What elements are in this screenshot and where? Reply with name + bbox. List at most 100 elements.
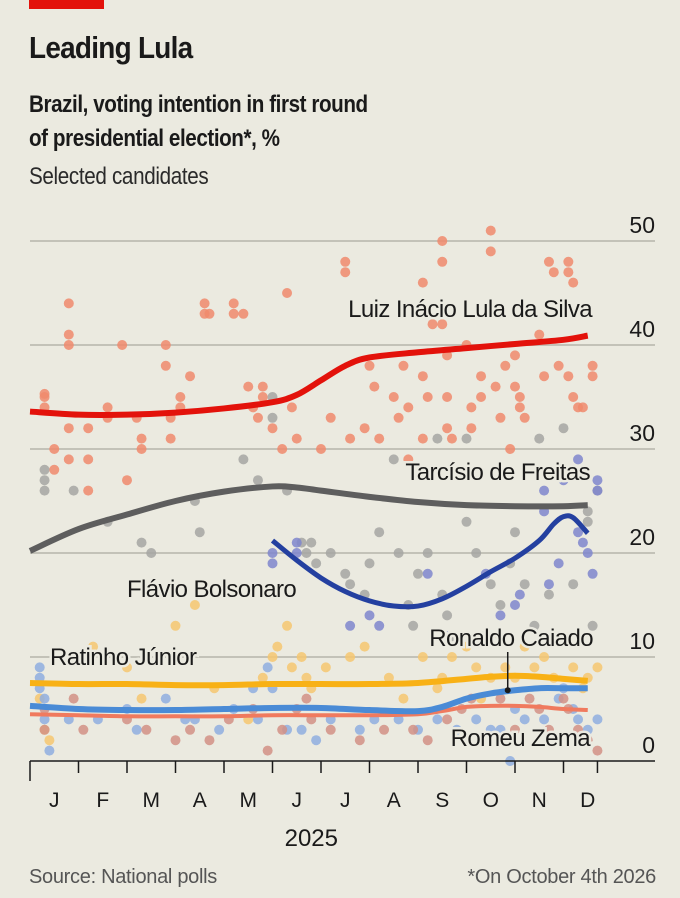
poll-dot-0-7 [63, 340, 74, 350]
poll-dot-0-53 [393, 412, 404, 423]
poll-dot-2-24 [587, 568, 598, 579]
poll-dot-1-27 [408, 620, 419, 631]
x-tick-label-2: M [143, 789, 161, 812]
poll-dot-0-67 [442, 423, 453, 434]
poll-dot-0-29 [204, 308, 215, 319]
poll-dot-1-15 [301, 548, 312, 558]
poll-dot-1-16 [306, 537, 317, 548]
y-tick-label-40: 40 [629, 316, 655, 342]
poll-dot-0-26 [185, 371, 196, 382]
series-labels: Luiz Inácio Lula da Silva Tarcísio de Fre… [48, 294, 597, 755]
poll-dot-0-21 [160, 360, 171, 371]
poll-dot-0-60 [422, 392, 433, 402]
poll-dot-3-12 [272, 641, 283, 652]
poll-dot-4-40 [582, 724, 593, 735]
poll-dot-0-87 [543, 256, 554, 267]
poll-dot-2-20 [573, 454, 584, 465]
poll-dot-1-50 [582, 516, 593, 527]
poll-dot-5-30 [558, 693, 569, 704]
poll-dot-1-18 [325, 548, 336, 558]
poll-dots [34, 225, 603, 766]
poll-dot-1-24 [388, 454, 399, 465]
poll-dot-5-29 [543, 724, 554, 735]
poll-dot-3-21 [383, 672, 394, 683]
poll-dot-4-29 [471, 714, 482, 725]
poll-dot-1-32 [442, 610, 453, 621]
chart-subtitle-note: Selected candidates [29, 163, 209, 190]
poll-dot-1-52 [587, 620, 598, 631]
poll-dot-4-4 [39, 714, 50, 725]
poll-dot-1-20 [345, 579, 356, 590]
poll-dot-4-27 [432, 714, 443, 725]
poll-dot-1-41 [510, 527, 520, 538]
poll-dot-4-23 [354, 724, 365, 735]
x-tick-label-1: F [96, 789, 109, 812]
poll-dot-1-19 [340, 568, 351, 579]
poll-dot-3-7 [189, 600, 200, 610]
poll-dot-0-89 [553, 360, 564, 371]
poll-dot-2-25 [592, 485, 603, 496]
poll-dot-1-17 [311, 558, 322, 569]
x-tick-label-3: A [193, 789, 207, 812]
poll-dot-5-21 [442, 714, 453, 725]
poll-dot-0-51 [374, 433, 385, 444]
poll-dot-4-41 [592, 714, 603, 725]
poll-dot-0-56 [403, 454, 414, 465]
poll-dot-2-11 [510, 600, 520, 610]
poll-dot-0-80 [510, 350, 520, 361]
poll-dot-3-31 [495, 631, 506, 642]
poll-dot-4-0 [34, 662, 45, 673]
x-tick-label-10: N [532, 789, 547, 812]
poll-dot-0-19 [136, 433, 147, 444]
poll-dot-0-88 [548, 267, 559, 278]
poll-dot-3-38 [558, 631, 569, 642]
x-year-label: 2025 [285, 825, 338, 852]
poll-dot-0-13 [102, 402, 113, 413]
x-tick-label-7: A [387, 789, 401, 812]
x-tick-label-6: J [340, 789, 351, 812]
subtitle-line-2: of presidential election*, % [29, 125, 280, 152]
poll-dot-5-33 [582, 735, 593, 746]
poll-dot-3-10 [257, 672, 268, 683]
poll-dot-0-59 [417, 433, 428, 444]
poll-dot-2-5 [364, 610, 375, 621]
poll-dot-0-85 [534, 329, 545, 340]
caiado-leader-dot [504, 687, 511, 694]
poll-dot-3-24 [432, 683, 443, 694]
poll-dot-5-18 [379, 724, 390, 735]
poll-dot-0-42 [291, 433, 302, 444]
trend-line-fl-vio-bolsonaro [270, 513, 590, 610]
poll-dot-5-11 [262, 745, 273, 756]
poll-dot-1-38 [485, 579, 496, 590]
poll-dot-0-90 [563, 256, 574, 267]
poll-dot-0-84 [519, 412, 530, 423]
poll-dot-3-35 [529, 662, 540, 673]
x-tick-label-11: D [580, 789, 595, 812]
poll-dot-1-42 [519, 579, 530, 590]
poll-dot-0-97 [587, 360, 598, 371]
poll-dot-0-46 [340, 267, 351, 278]
poll-dot-2-19 [568, 464, 579, 475]
poll-dot-0-8 [63, 454, 74, 465]
poll-dot-5-16 [325, 724, 336, 735]
source-note: Source: National polls [29, 866, 217, 888]
poll-dot-0-9 [63, 423, 74, 434]
poll-dot-3-34 [519, 641, 530, 652]
poll-dot-0-28 [199, 298, 210, 309]
x-tick-label-9: O [483, 789, 499, 812]
poll-dot-0-32 [238, 308, 249, 319]
poll-dot-1-37 [476, 631, 487, 642]
poll-dot-0-91 [563, 267, 574, 278]
poll-dot-0-96 [577, 402, 588, 413]
poll-dot-1-48 [568, 579, 579, 590]
gridlines [30, 240, 655, 658]
poll-dot-0-74 [485, 225, 496, 236]
poll-dot-0-50 [369, 381, 380, 392]
poll-dot-1-49 [582, 506, 593, 517]
x-tick-label-8: S [435, 789, 449, 812]
poll-dot-1-23 [374, 527, 385, 538]
poll-dot-2-17 [558, 464, 569, 475]
poll-dot-0-4 [49, 464, 60, 475]
poll-dot-3-28 [471, 662, 482, 673]
